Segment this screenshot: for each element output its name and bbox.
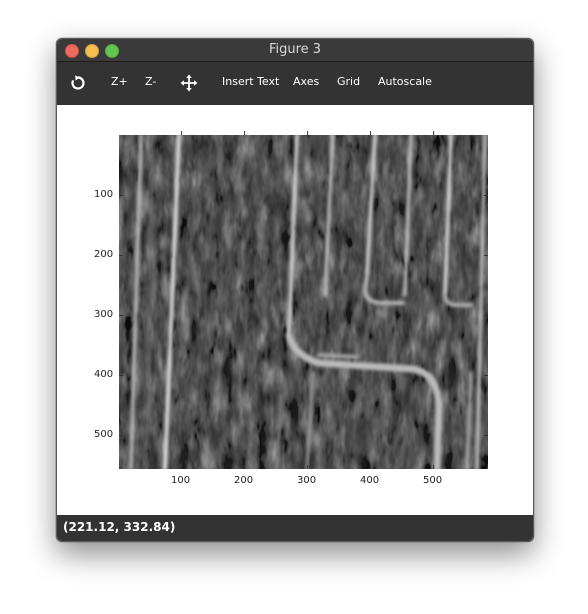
grayscale-image[interactable] [119, 135, 488, 469]
zoom-in-button[interactable]: Z+ [111, 75, 128, 88]
rotate-icon[interactable] [69, 74, 87, 92]
x-tick-label: 500 [423, 475, 442, 486]
title-bar[interactable]: Figure 3 [57, 39, 533, 62]
x-tick-label: 400 [360, 475, 379, 486]
toolbar: Z+ Z- Insert Text Axes Grid Autoscale [57, 62, 533, 105]
grid-button[interactable]: Grid [337, 75, 360, 88]
plot-svg[interactable] [57, 105, 533, 515]
y-tick-label: 400 [94, 369, 113, 380]
plot-canvas[interactable]: 100 200 300 400 500 100 200 300 400 500 [57, 105, 533, 515]
y-tick-label: 500 [94, 429, 113, 440]
x-tick-label: 200 [234, 475, 253, 486]
x-tick-label: 300 [297, 475, 316, 486]
status-bar: (221.12, 332.84) [57, 515, 533, 541]
cursor-coordinates: (221.12, 332.84) [63, 520, 175, 534]
y-tick-label: 200 [94, 249, 113, 260]
y-tick-label: 300 [94, 309, 113, 320]
insert-text-button[interactable]: Insert Text [222, 75, 279, 88]
axes-button[interactable]: Axes [293, 75, 319, 88]
autoscale-button[interactable]: Autoscale [378, 75, 432, 88]
zoom-out-button[interactable]: Z- [145, 75, 156, 88]
figure-window: Figure 3 Z+ Z- Insert Text Axes Grid Aut… [56, 38, 534, 542]
x-tick-label: 100 [171, 475, 190, 486]
window-title: Figure 3 [57, 42, 533, 57]
y-tick-label: 100 [94, 189, 113, 200]
move-arrows-icon[interactable] [180, 74, 198, 92]
